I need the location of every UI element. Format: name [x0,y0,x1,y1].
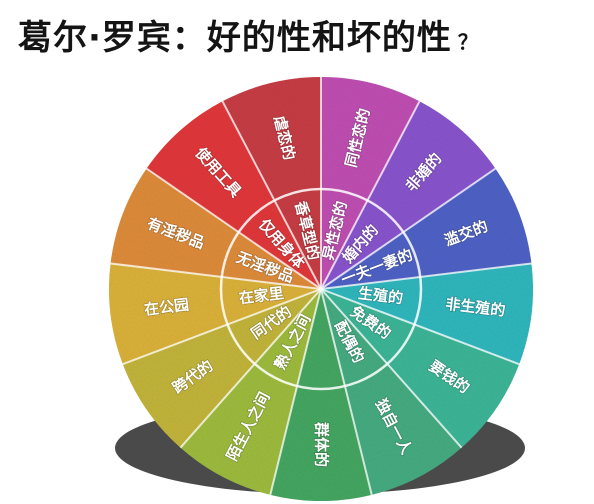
wheel-segment [321,101,496,289]
segment-divider [320,262,532,290]
wheel-segment [109,263,321,365]
wheel-segment [321,263,533,365]
wheel-segment [321,77,420,289]
segment-divider [320,167,497,290]
wheel-segment [321,168,532,289]
title-question-mark: ？ [457,30,479,54]
wheel-segment [321,289,462,495]
wheel-segment [146,101,321,289]
segment-divider [269,288,322,496]
segment-divider [320,100,421,290]
segment-divider [179,288,322,449]
wheel-segment [270,289,372,502]
segment-divider [122,288,322,366]
wheel-segment [321,289,520,448]
segment-divider [320,288,463,449]
inner-label: 在家里 [238,284,285,307]
wheel-segment [180,289,321,495]
inner-ring [219,187,423,391]
page-title: 葛尔·罗宾：好的性和坏的性？ [18,10,479,59]
segment-divider [145,167,322,290]
segment-divider [320,288,520,366]
wheel-segment [110,168,321,289]
segment-divider [320,288,373,496]
wheel-segments [109,77,533,502]
wheel-segment [222,77,321,289]
segment-divider [221,100,322,290]
title-text: 葛尔·罗宾：好的性和坏的性 [18,18,452,58]
wheel-segment [122,289,322,448]
wheel-dividers [110,77,532,496]
segment-divider [110,262,322,290]
outer-label: 群体的 [313,422,331,467]
inner-label: 生殖的 [357,284,404,307]
